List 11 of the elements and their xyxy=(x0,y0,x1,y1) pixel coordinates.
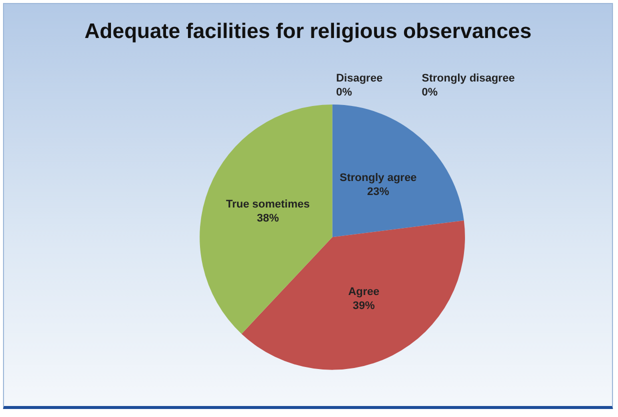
text: 0% xyxy=(422,86,438,98)
category-label: Disagree xyxy=(336,72,383,84)
slice-label: True sometimes xyxy=(226,198,310,211)
data-label: 23% xyxy=(367,186,390,198)
category-label: Strongly disagree xyxy=(422,72,515,84)
slice-label: Agree xyxy=(348,286,380,298)
data-label: 39% xyxy=(352,300,376,312)
text: 0% xyxy=(336,86,352,98)
slice-label: Strongly agree xyxy=(340,172,417,184)
data-label: 38% xyxy=(256,212,280,225)
chart-title: Adequate facilities for religious observances xyxy=(84,20,532,43)
